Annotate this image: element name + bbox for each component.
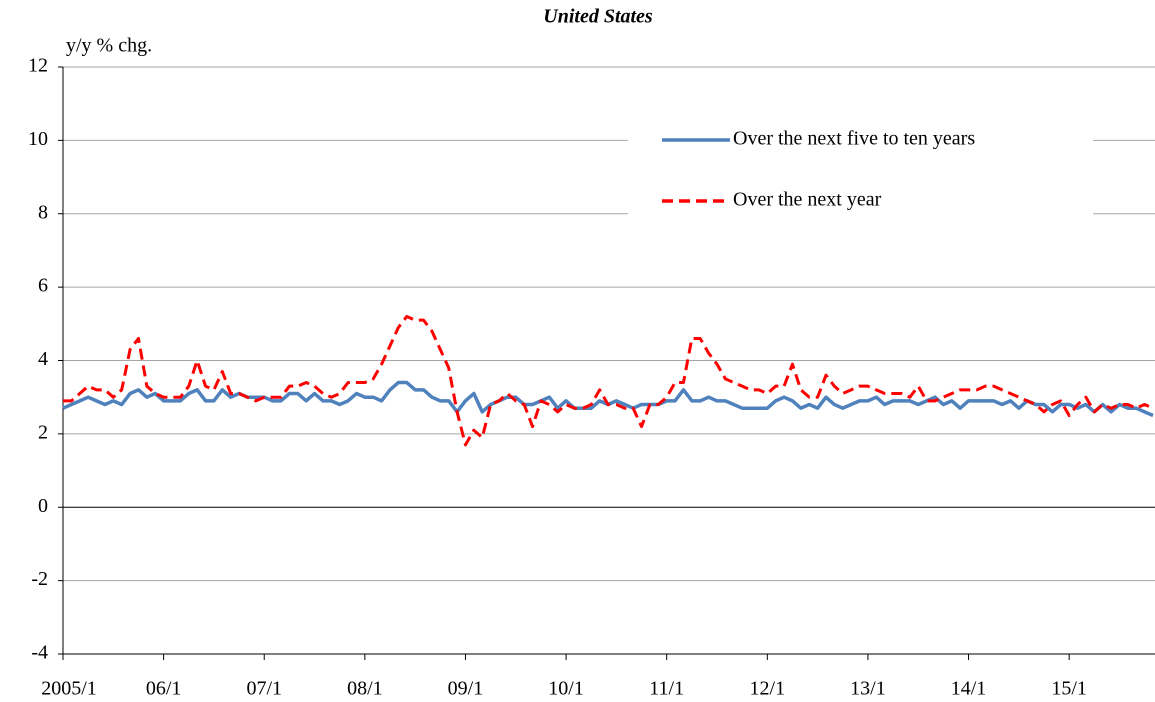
x-tick-label: 15/1 — [1051, 678, 1087, 700]
x-tick-label: 07/1 — [246, 678, 282, 700]
y-tick-label: 12 — [28, 55, 48, 77]
y-tick-label: 4 — [38, 348, 48, 370]
legend-label: Over the next five to ten years — [733, 128, 975, 150]
x-tick-label: 13/1 — [850, 678, 886, 700]
series-line — [63, 314, 1154, 447]
y-tick-label: 2 — [38, 421, 48, 443]
y-tick-label: 6 — [38, 275, 48, 297]
y-tick-label: 10 — [28, 128, 48, 150]
x-tick-label: 11/1 — [649, 678, 684, 700]
chart-title: United States — [543, 6, 653, 28]
y-tick-label: 0 — [38, 495, 48, 517]
y-axis-label: y/y % chg. — [66, 35, 152, 57]
x-tick-label: 08/1 — [347, 678, 383, 700]
x-tick-label: 09/1 — [448, 678, 484, 700]
x-tick-label: 2005/1 — [41, 678, 97, 700]
x-tick-label: 10/1 — [548, 678, 584, 700]
y-tick-label: -2 — [31, 568, 48, 590]
y-tick-label: 8 — [38, 201, 48, 223]
legend-label: Over the next year — [733, 189, 882, 211]
y-tick-label: -4 — [31, 642, 48, 664]
x-tick-label: 14/1 — [951, 678, 987, 700]
x-tick-label: 12/1 — [750, 678, 786, 700]
series-line — [62, 380, 1154, 418]
x-tick-label: 06/1 — [146, 678, 182, 700]
